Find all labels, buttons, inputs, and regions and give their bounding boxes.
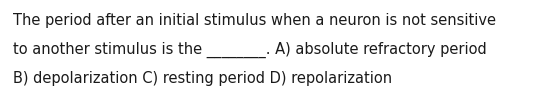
Text: B) depolarization C) resting period D) repolarization: B) depolarization C) resting period D) r…	[13, 71, 392, 86]
Text: The period after an initial stimulus when a neuron is not sensitive: The period after an initial stimulus whe…	[13, 13, 496, 28]
Text: to another stimulus is the ________. A) absolute refractory period: to another stimulus is the ________. A) …	[13, 42, 487, 58]
